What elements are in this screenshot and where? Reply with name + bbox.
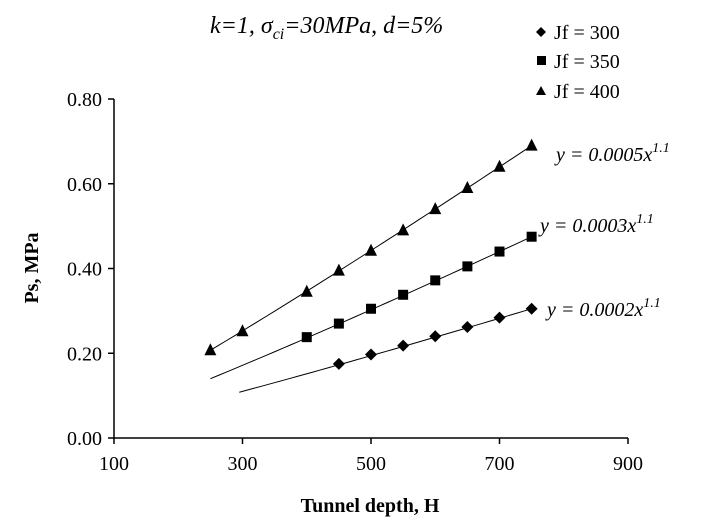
title-sigma-subscript: ci: [273, 26, 285, 43]
x-tick-label: 900: [613, 453, 643, 475]
square-point: [494, 246, 505, 257]
diamond-point: [525, 302, 538, 315]
y-axis-title: Ps, MPa: [21, 232, 43, 303]
square-point: [301, 332, 312, 343]
diamond-point: [461, 320, 474, 333]
legend-diamond-marker: [536, 27, 546, 37]
chart-title: k=1, σci=30MPa, d=5%: [210, 13, 443, 43]
y-tick-label: 0.60: [67, 174, 102, 196]
legend-triangle-marker: [536, 86, 546, 95]
diamond-point: [429, 330, 442, 343]
trendline-equations: y = 0.0002x1.1 y = 0.0003x1.1 y = 0.0005x1…: [538, 141, 670, 321]
equation-series-2: y = 0.0003x1.1: [538, 212, 654, 237]
x-tick-label: 100: [99, 453, 129, 475]
diamond-point: [332, 357, 345, 370]
triangle-point: [493, 159, 506, 172]
square-point: [366, 303, 376, 314]
diamond-point: [397, 339, 410, 352]
legend-item-jf300: Jf = 300: [536, 22, 620, 44]
trendline-series-1: [239, 308, 532, 393]
square-point: [526, 231, 537, 242]
diamond-point: [365, 348, 377, 361]
triangle-point: [332, 263, 345, 276]
equation-series-1: y = 0.0002x1.1: [545, 296, 661, 321]
x-axis-ticks: 100 300 500 700 900: [99, 438, 643, 475]
title-prefix: k=1,: [210, 13, 261, 39]
triangle-point: [525, 138, 538, 151]
x-tick-label: 300: [228, 453, 258, 475]
square-point: [430, 275, 441, 286]
legend: Jf = 300 Jf = 350 Jf = 400: [536, 22, 620, 103]
diamond-point: [493, 311, 506, 324]
triangle-point: [365, 243, 377, 256]
title-suffix: =30MPa, d=5%: [284, 13, 443, 39]
title-sigma: σ: [261, 13, 274, 39]
legend-item-jf400: Jf = 400: [536, 81, 620, 103]
triangle-point: [429, 202, 442, 215]
equation-series-3: y = 0.0005x1.1: [554, 141, 670, 166]
triangle-point: [204, 343, 217, 356]
y-tick-label: 0.00: [67, 428, 102, 450]
triangle-point: [461, 180, 474, 193]
y-tick-label: 0.40: [67, 259, 102, 281]
square-point: [398, 289, 409, 300]
y-axis-ticks: 0.00 0.20 0.40 0.60 0.80: [67, 89, 114, 450]
triangle-point: [300, 284, 313, 297]
legend-label-jf350: Jf = 350: [554, 51, 620, 73]
y-tick-label: 0.20: [67, 343, 102, 365]
x-tick-label: 700: [485, 453, 515, 475]
legend-item-jf350: Jf = 350: [537, 51, 620, 73]
legend-label-jf400: Jf = 400: [554, 81, 620, 103]
x-axis-title: Tunnel depth, H: [301, 495, 440, 517]
x-tick-label: 500: [356, 453, 386, 475]
legend-square-marker: [537, 56, 546, 65]
data-markers: [204, 138, 538, 370]
square-point: [333, 318, 344, 329]
triangle-point: [397, 223, 410, 236]
legend-label-jf300: Jf = 300: [554, 22, 620, 44]
triangle-point: [236, 324, 249, 337]
square-point: [462, 261, 473, 272]
y-tick-label: 0.80: [67, 89, 102, 111]
